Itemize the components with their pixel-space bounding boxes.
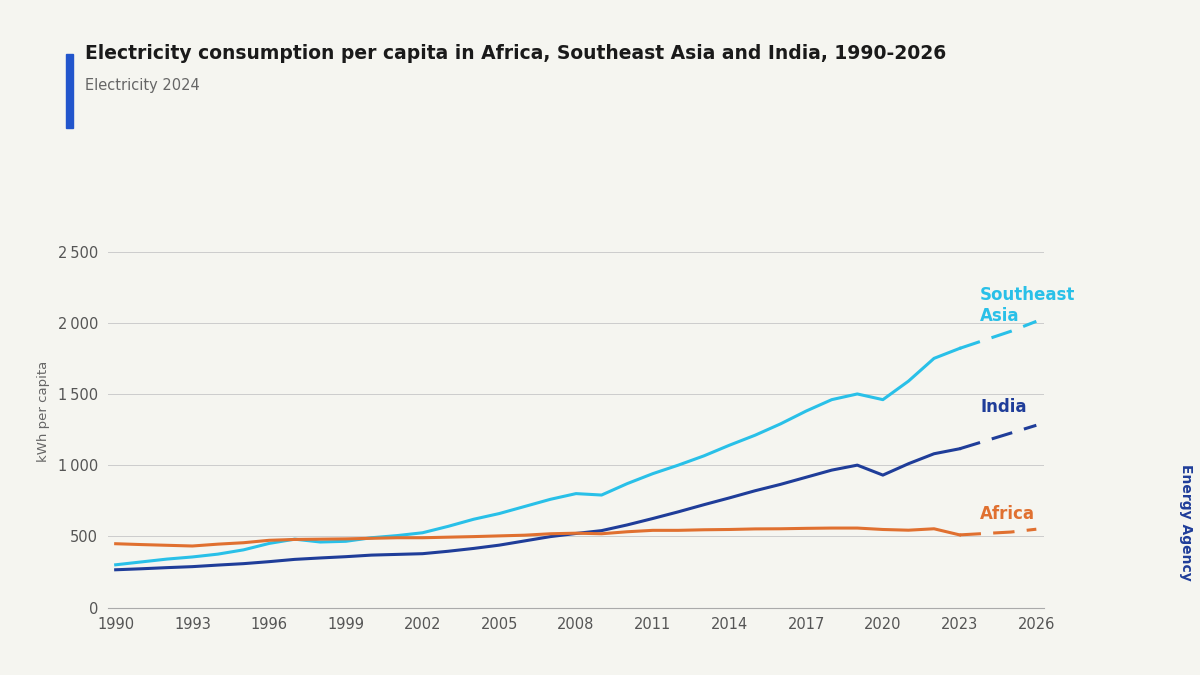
Text: Southeast
Asia: Southeast Asia xyxy=(980,286,1075,325)
Y-axis label: kWh per capita: kWh per capita xyxy=(36,361,49,462)
Text: Electricity consumption per capita in Africa, Southeast Asia and India, 1990-202: Electricity consumption per capita in Af… xyxy=(85,44,947,63)
Text: Africa: Africa xyxy=(980,504,1036,522)
Text: Electricity 2024: Electricity 2024 xyxy=(85,78,200,92)
Text: India: India xyxy=(980,398,1026,416)
Text: International
Energy Agency: International Energy Agency xyxy=(1178,464,1200,580)
